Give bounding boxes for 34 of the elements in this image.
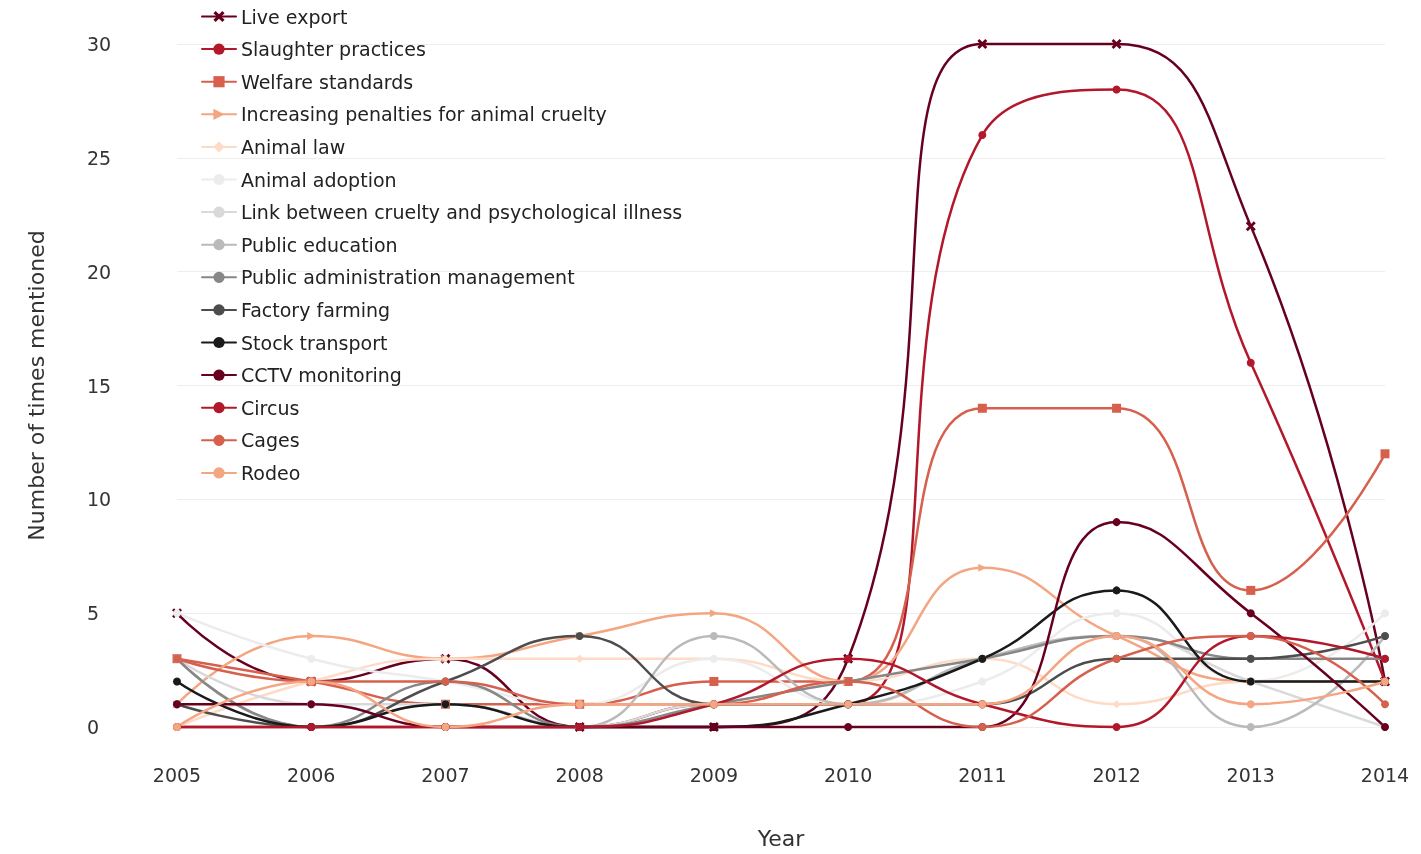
x-tick-label: 2014	[1360, 763, 1410, 786]
legend-label: Circus	[241, 396, 300, 419]
legend-label: Slaughter practices	[241, 38, 426, 61]
legend-label: Animal adoption	[241, 168, 397, 191]
legend-label: Public education	[241, 233, 398, 256]
y-tick-label: 0	[87, 716, 100, 738]
legend-label: Stock transport	[241, 331, 388, 354]
y-tick-label: 10	[87, 488, 112, 511]
x-tick-label: 2010	[823, 763, 873, 786]
y-axis-title: Number of times mentioned	[23, 230, 49, 541]
x-axis-title: Year	[756, 825, 806, 851]
x-tick-label: 2009	[689, 763, 739, 786]
x-tick-label: 2005	[152, 763, 202, 786]
legend-label: Public administration management	[241, 266, 575, 289]
x-tick-label: 2012	[1092, 763, 1141, 786]
x-tick-label: 2007	[421, 763, 470, 786]
x-tick-label: 2013	[1226, 763, 1275, 786]
legend-label: Welfare standards	[241, 70, 414, 93]
legend-label: Link between cruelty and psychological illness	[241, 201, 683, 224]
legend-label: Live export	[241, 5, 348, 28]
x-tick-label: 2006	[287, 763, 336, 786]
legend-label: Increasing penalties for animal cruelty	[241, 103, 607, 126]
y-tick-label: 5	[87, 602, 100, 625]
x-tick-label: 2008	[555, 763, 604, 786]
y-tick-label: 25	[87, 146, 112, 169]
y-tick-label: 30	[87, 33, 112, 55]
x-tick-label: 2011	[958, 763, 1007, 786]
legend-label: Rodeo	[241, 461, 301, 484]
y-tick-label: 20	[87, 260, 112, 283]
legend-label: CCTV monitoring	[241, 364, 402, 387]
legend-label: Animal law	[241, 135, 346, 158]
legend-label: Factory farming	[241, 298, 391, 321]
legend-label: Cages	[241, 429, 300, 452]
y-tick-label: 15	[87, 374, 112, 397]
